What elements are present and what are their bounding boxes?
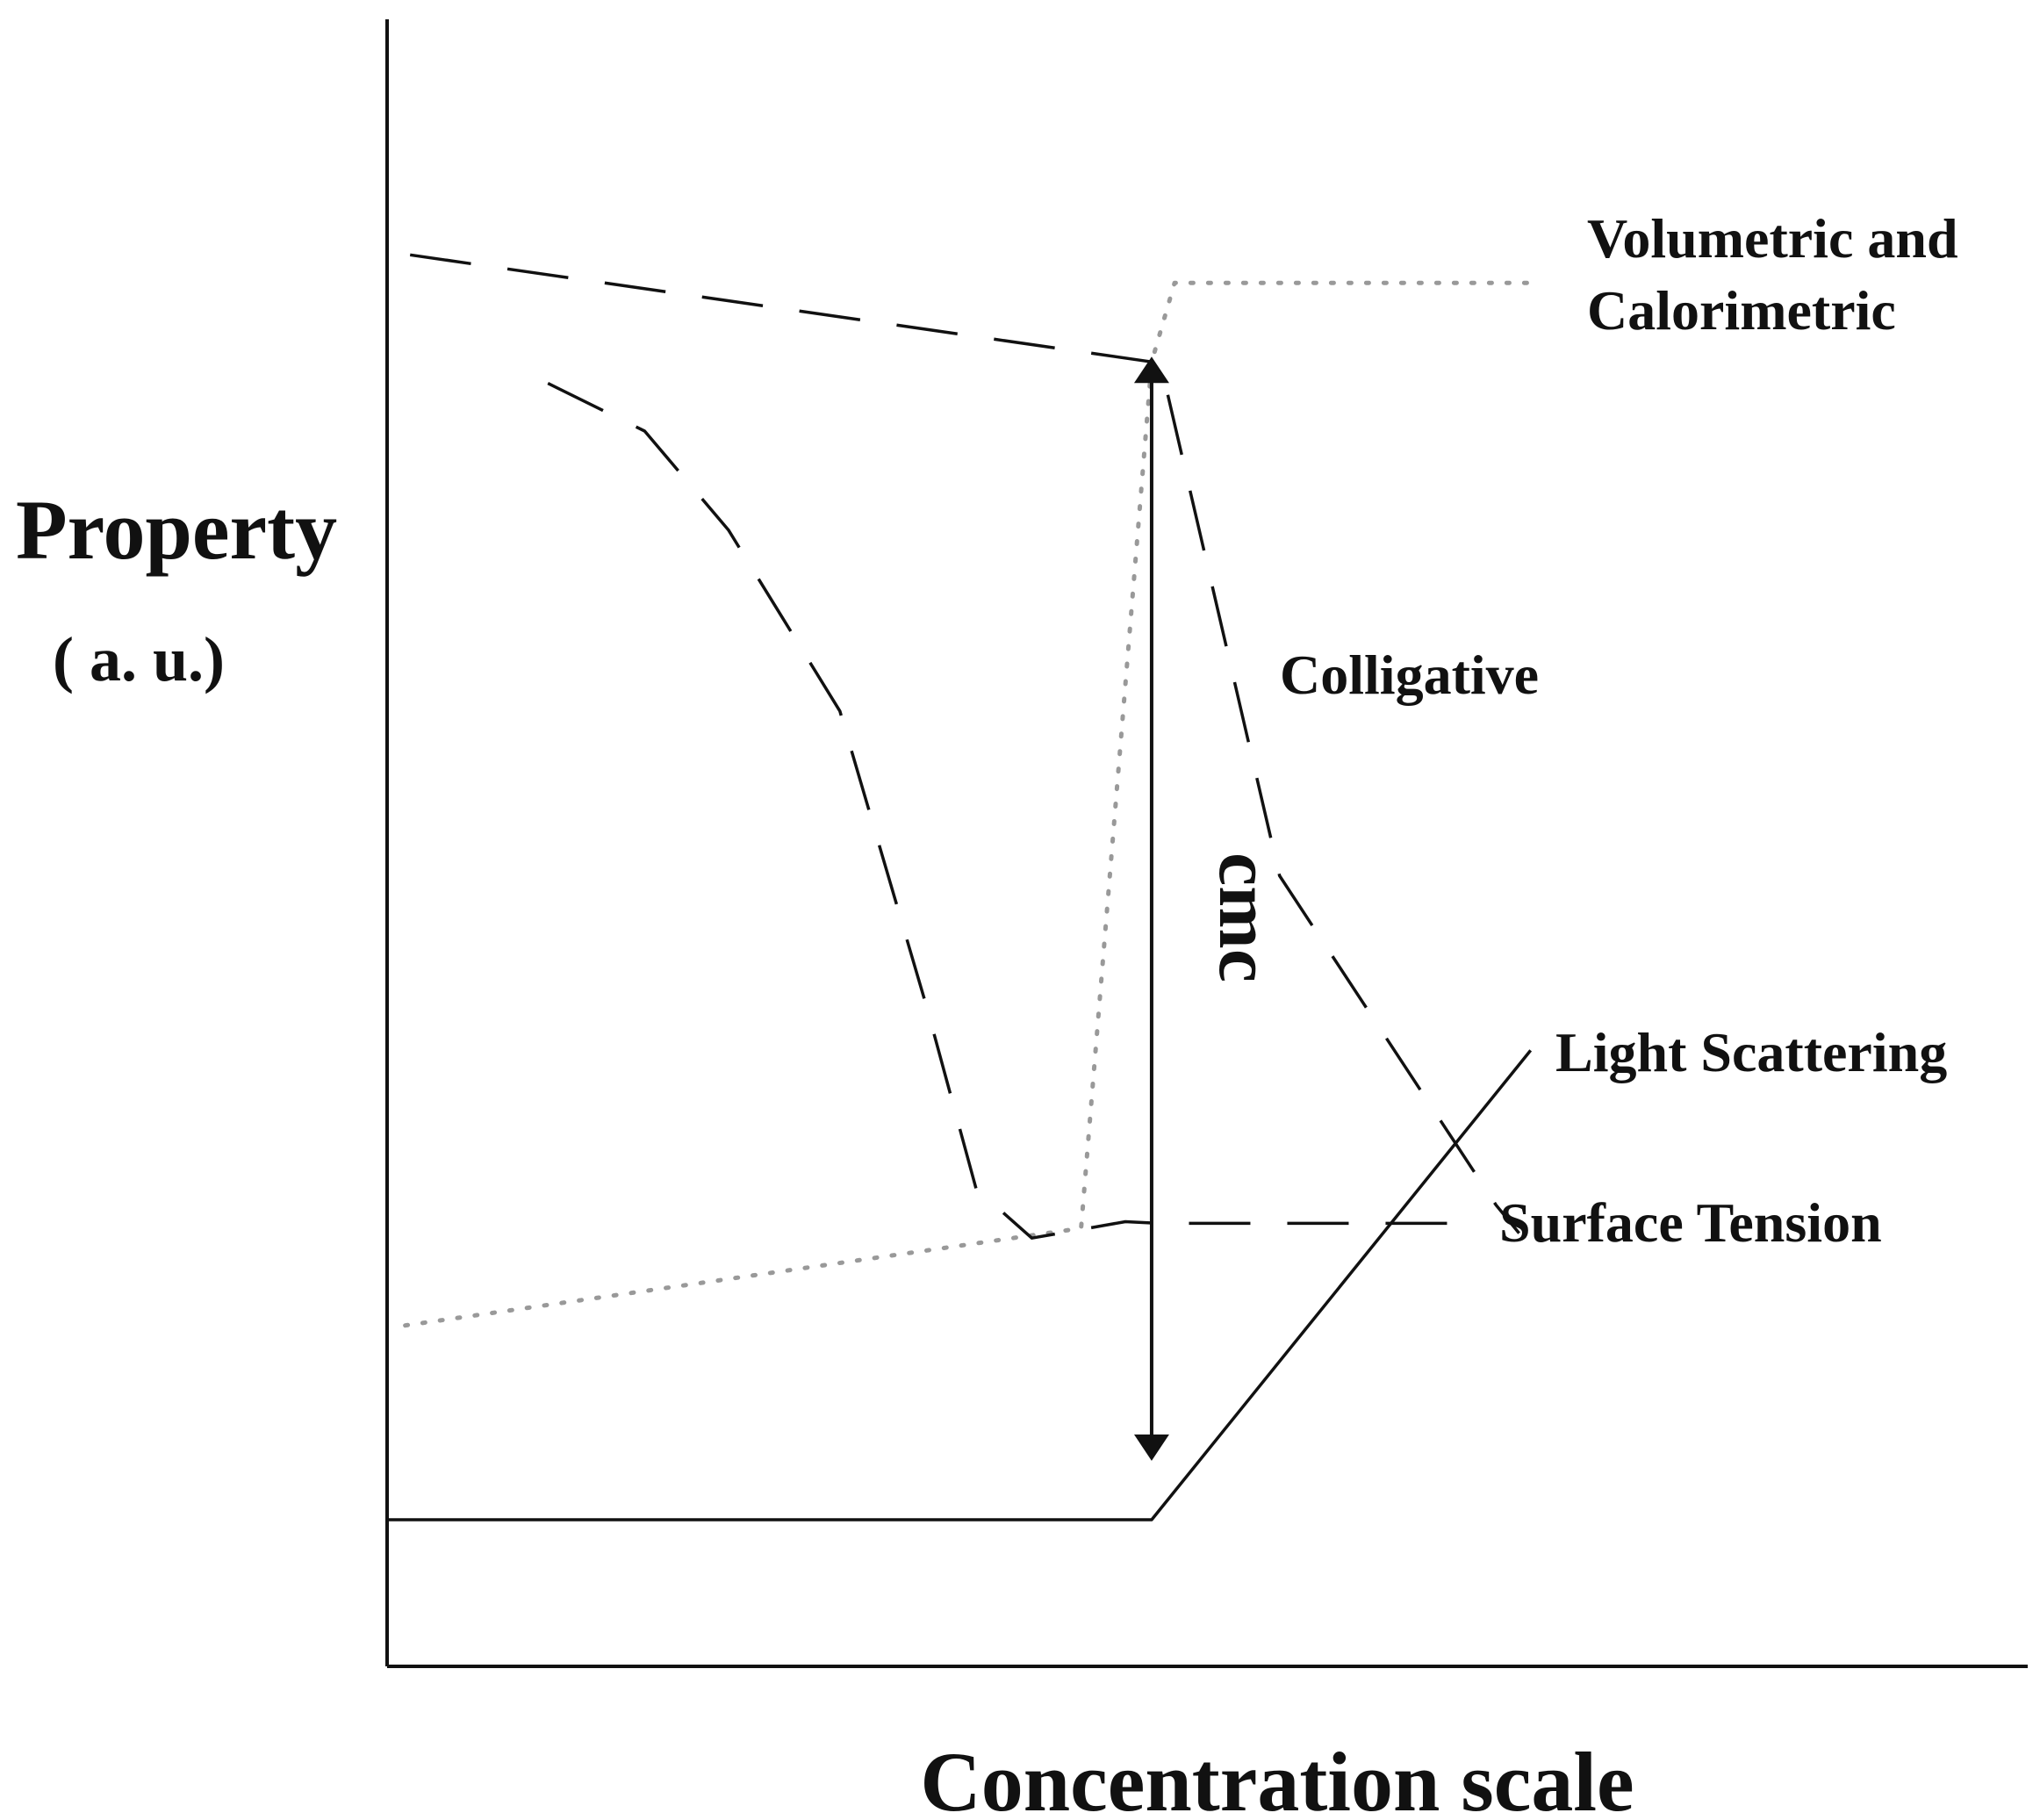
series-label-volumetric-line1: Volumetric and Calorimetric — [1587, 207, 1958, 342]
cmc-label: cmc — [1203, 852, 1288, 982]
cmc-marker — [1133, 356, 1169, 1461]
x-axis-label: Concentration scale — [920, 1735, 1634, 1820]
series-line-surface-tension — [547, 382, 1470, 1240]
series-label-colligative: Colligative — [1280, 644, 1539, 706]
series-line-volumetric-and-calorimetric — [403, 280, 1541, 1328]
series-line-colligative — [409, 253, 1520, 1234]
y-axis-unit: ( a. u.) — [53, 624, 225, 694]
cmc-arrow-head-up — [1133, 356, 1169, 384]
series-label-volumetric-part2: Calorimetric — [1587, 279, 1896, 342]
series-label-light-scattering: Light Scattering — [1555, 1021, 1947, 1083]
cmc-arrow-head-down — [1133, 1434, 1169, 1461]
axes — [385, 19, 2028, 1668]
y-axis-label: Property — [16, 483, 337, 577]
series-label-volumetric-part1: Volumetric and — [1587, 207, 1958, 270]
series-layer — [387, 253, 1541, 1521]
series-label-surface-tension: Surface Tension — [1499, 1191, 1882, 1254]
series-line-light-scattering — [387, 1049, 1533, 1521]
